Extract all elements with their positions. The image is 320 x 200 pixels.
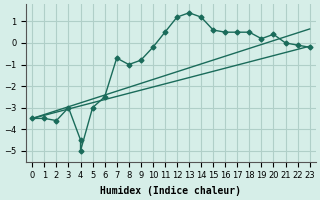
X-axis label: Humidex (Indice chaleur): Humidex (Indice chaleur) bbox=[100, 186, 242, 196]
